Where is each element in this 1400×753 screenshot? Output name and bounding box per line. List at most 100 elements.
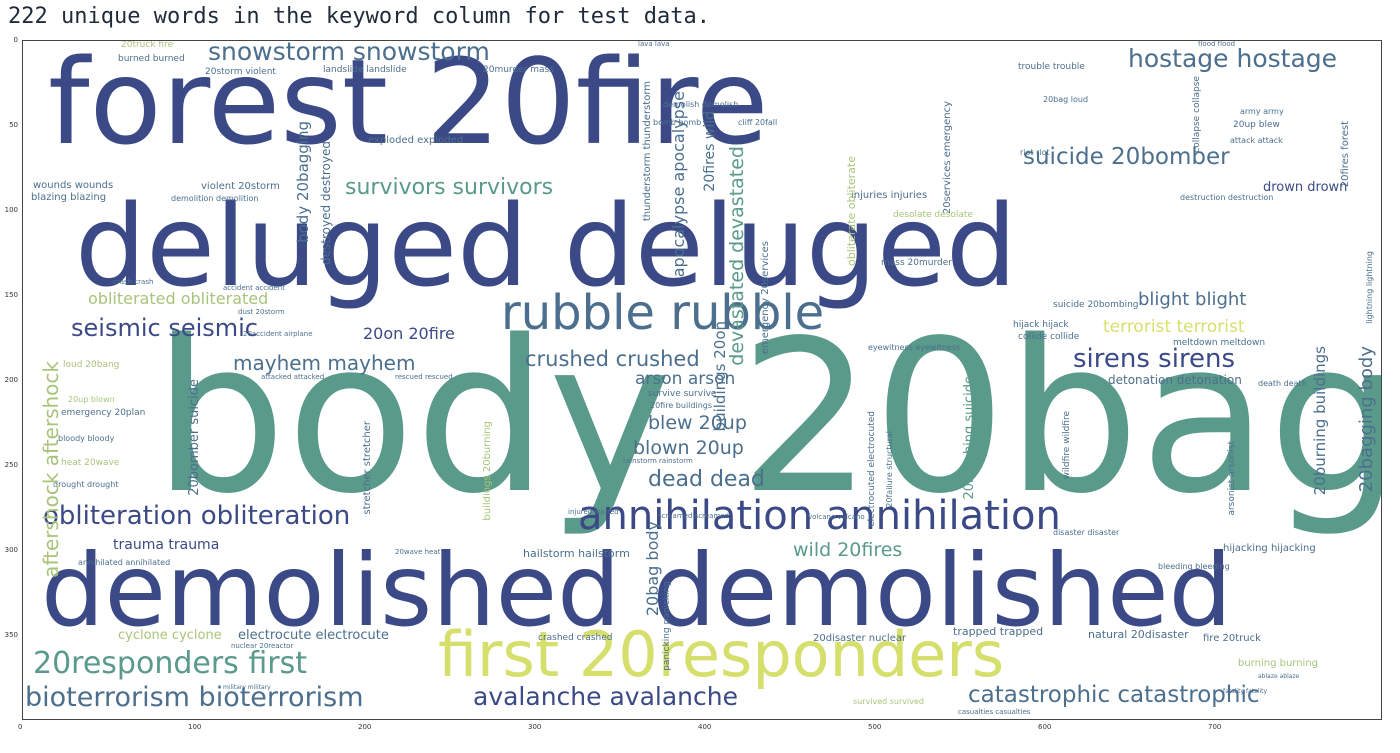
word-cloud-word: blew 20up <box>648 412 747 434</box>
word-cloud-word: fatality fatality <box>1223 688 1268 695</box>
word-cloud-word: crashed crashed <box>538 633 613 643</box>
word-cloud-word: loud 20bang <box>63 360 120 370</box>
word-cloud-word: injured injured <box>568 508 619 516</box>
word-cloud-word: 20burning buildings <box>1311 346 1329 496</box>
word-cloud-word: electrocuted electrocuted <box>867 411 877 527</box>
word-cloud-word: 20services emergency <box>942 101 953 215</box>
word-cloud-word: aftershock aftershock <box>39 361 63 578</box>
word-cloud-word: seismic seismic <box>71 314 258 342</box>
word-cloud-word: hailstorm hailstorm <box>523 547 630 560</box>
x-tick-label: 100 <box>188 723 202 731</box>
word-cloud-word: wildfire wildfire <box>1062 411 1072 480</box>
word-cloud-word: bioterrorism bioterrorism <box>25 682 364 713</box>
word-cloud-word: apocalypse apocalypse <box>669 91 688 278</box>
word-cloud-word: dust 20storm <box>238 308 285 316</box>
word-cloud-word: hostage hostage <box>1128 44 1338 73</box>
word-cloud-word: 20truck fire <box>121 40 174 50</box>
word-cloud-word: landslide landslide <box>323 65 407 75</box>
word-cloud-word: wounds wounds <box>33 180 114 191</box>
word-cloud-word: bleeding bleeding <box>1158 562 1230 571</box>
word-cloud-word: heat 20wave <box>61 458 120 468</box>
word-cloud-word: trauma trauma <box>113 537 220 553</box>
y-tick-label: 250 <box>4 461 18 469</box>
word-cloud-word: survivors survivors <box>345 175 554 200</box>
word-cloud-word: 20on 20fire <box>363 324 455 343</box>
word-cloud-word: bloody bloody <box>58 434 115 443</box>
word-cloud-word: obliterate obliterate <box>845 156 858 266</box>
word-cloud-word: demolished demolished <box>41 532 1233 649</box>
word-cloud-word: drought drought <box>53 480 119 489</box>
word-cloud-word: avalanche avalanche <box>473 682 738 711</box>
word-cloud-word: thunderstorm thunderstorm <box>642 81 653 222</box>
word-cloud-word: casualties casualties <box>958 708 1031 716</box>
word-cloud-word: eyewitness eyewitness <box>868 343 961 352</box>
word-cloud-word: 20disaster nuclear <box>813 633 907 644</box>
word-cloud-word: burning burning <box>1238 658 1319 669</box>
word-cloud-word: 20murder mass <box>483 65 554 75</box>
word-cloud-word: screamed screamed <box>658 512 729 520</box>
word-cloud-word: 20accident airplane <box>243 330 313 338</box>
word-cloud-word: body 20bagging <box>294 121 312 243</box>
word-cloud-word: annihilation annihilation <box>578 493 1061 539</box>
word-cloud-word: hijacking hijacking <box>1223 543 1316 554</box>
word-cloud-word: destruction destruction <box>1180 193 1274 202</box>
word-cloud-word: 20fires wild <box>702 111 718 192</box>
word-cloud-word: stretcher stretcher <box>362 421 373 515</box>
x-tick-label: 300 <box>528 723 542 731</box>
word-cloud-word: disaster disaster <box>1053 528 1120 537</box>
word-cloud-word: rescued rescued <box>395 373 453 381</box>
word-cloud-word: 20failure structural <box>885 431 894 508</box>
word-cloud-word: injuries injuries <box>851 190 928 201</box>
word-cloud-word: panicking panicking <box>662 581 672 671</box>
word-cloud-word: 20up blew <box>1233 120 1280 130</box>
y-tick-label: 300 <box>4 546 18 554</box>
word-cloud-word: bomb bomb <box>653 118 702 127</box>
word-cloud-word: death death <box>1258 379 1307 388</box>
word-cloud-word: mayhem mayhem <box>233 351 416 375</box>
word-cloud-word: 20bagging body <box>1356 346 1377 493</box>
word-cloud-word: 20wave heat <box>395 548 441 556</box>
word-cloud-word: arsonist arsonist <box>1227 441 1237 516</box>
word-cloud-word: sirens sirens <box>1073 344 1236 374</box>
word-cloud-word: military military <box>223 684 271 691</box>
word-cloud-word: volcano volcano <box>808 513 865 521</box>
word-cloud-word: violent 20storm <box>201 181 280 192</box>
word-cloud-word: 20responders first <box>33 646 307 681</box>
word-cloud-word: mass 20murder <box>881 258 952 268</box>
word-cloud-word: terrorist terrorist <box>1103 317 1245 337</box>
word-cloud-canvas: forest 20fire deluged deluged body 20bag de… <box>22 40 1382 720</box>
word-cloud-word: wild 20fires <box>793 539 903 561</box>
word-cloud-word: collapse collapse <box>1192 76 1202 153</box>
word-cloud-word: 20fires forest <box>1340 121 1351 188</box>
word-cloud-word: riot riot <box>1020 148 1050 157</box>
word-cloud-word: dead dead <box>648 467 765 492</box>
word-cloud-word: lava lava <box>638 40 670 48</box>
word-cloud-word: buildings 20on <box>711 321 729 432</box>
page-title: 222 unique words in the keyword column f… <box>8 4 710 29</box>
y-tick-label: 0 <box>13 36 18 44</box>
word-cloud-word: detonation detonation <box>1108 373 1242 387</box>
word-cloud-word: obliteration obliteration <box>43 501 351 531</box>
word-cloud-word: flood flood <box>1198 40 1236 48</box>
word-cloud-word: fire 20truck <box>1203 633 1261 644</box>
word-cloud-word: devastated devastated <box>726 146 748 366</box>
word-cloud-word: arson arson <box>635 369 736 389</box>
word-cloud-word: rainstorm rainstorm <box>623 457 693 465</box>
word-cloud-word: body 20bag <box>153 295 1382 540</box>
y-tick-label: 200 <box>4 376 18 384</box>
x-tick-label: 500 <box>868 723 882 731</box>
word-cloud-word: desolate desolate <box>893 210 973 220</box>
word-cloud-word: obliterated obliterated <box>88 289 269 308</box>
word-cloud-word: suicide 20bombing <box>1053 300 1139 310</box>
word-cloud-word: 20up blown <box>68 395 115 404</box>
word-cloud-word: natural 20disaster <box>1088 628 1189 641</box>
x-tick-label: 200 <box>358 723 372 731</box>
word-cloud-word: blazing blazing <box>31 192 107 203</box>
word-cloud-word: 20bag loud <box>1043 95 1089 104</box>
word-cloud-word: exploded exploded <box>368 135 464 146</box>
word-cloud-word: meltdown meltdown <box>1173 338 1266 348</box>
y-tick-label: 50 <box>9 121 18 129</box>
word-cloud-word: 20fire buildings <box>650 401 713 410</box>
word-cloud-word: suicide 20bomber <box>1023 144 1230 170</box>
word-cloud-word: rubble rubble <box>501 285 825 341</box>
